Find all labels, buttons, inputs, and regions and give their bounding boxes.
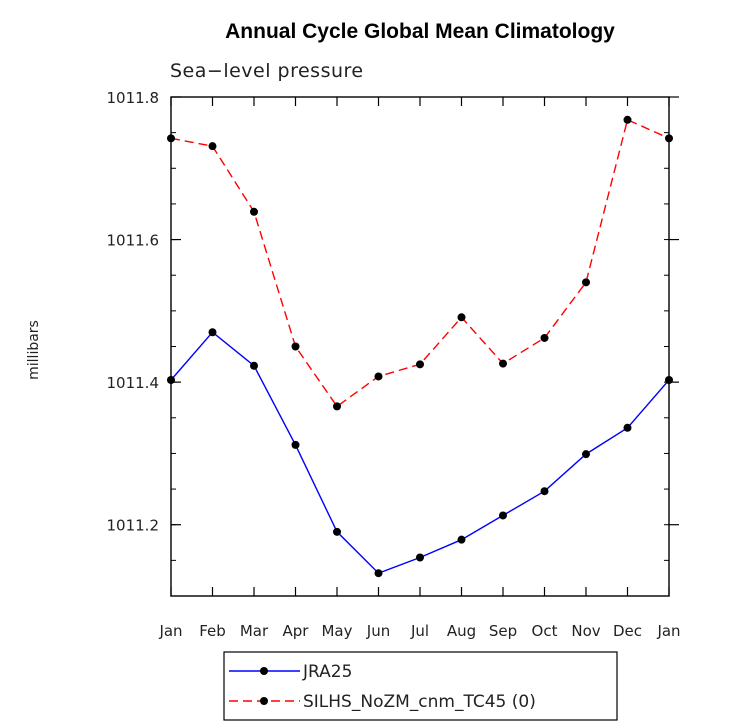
data-point	[167, 134, 175, 143]
data-point	[208, 142, 217, 151]
series-layer	[167, 115, 673, 578]
data-point	[250, 207, 258, 216]
data-point	[374, 372, 383, 381]
data-point	[665, 134, 673, 143]
legend-marker-jra25	[260, 667, 268, 675]
data-point	[333, 402, 341, 411]
data-point	[457, 313, 466, 322]
x-tick-label: Aug	[447, 622, 476, 640]
data-point	[167, 376, 175, 385]
y-tick-label: 1011.4	[107, 374, 160, 392]
legend-box	[223, 651, 618, 721]
y-tick-label: 1011.8	[107, 89, 160, 107]
data-point	[457, 535, 466, 544]
data-point	[499, 511, 507, 520]
data-point	[291, 440, 300, 449]
data-point	[540, 333, 549, 342]
series-line-0	[170, 331, 670, 575]
x-tick-label: Dec	[613, 622, 642, 640]
axes: Jan Feb Mar Apr May Jun Jul Aug Sep Oct Nov Dec Jan 1…	[107, 89, 681, 640]
data-point	[582, 450, 590, 459]
data-point	[499, 359, 507, 368]
y-axis-label: millibars	[26, 320, 42, 380]
x-tick-label: Jan	[656, 622, 680, 640]
chart-subtitle: Sea−level pressure	[170, 60, 364, 82]
legend-marker-silhs	[260, 697, 268, 705]
data-point	[208, 328, 217, 337]
legend-label-jra25: JRA25	[302, 662, 352, 682]
data-point	[623, 423, 632, 432]
x-tick-label: Jul	[410, 622, 429, 640]
chart-title: Annual Cycle Global Mean Climatology	[225, 20, 615, 43]
x-tick-label: Jun	[366, 622, 390, 640]
x-tick-label: Jan	[158, 622, 182, 640]
x-tick-label: Mar	[240, 622, 269, 640]
data-point	[623, 115, 632, 124]
data-point	[291, 342, 300, 351]
x-tick-label: Feb	[199, 622, 226, 640]
data-point	[416, 553, 424, 562]
legend-label-silhs: SILHS_NoZM_cnm_TC45 (0)	[303, 692, 536, 712]
data-point	[665, 376, 673, 385]
data-point	[374, 569, 383, 578]
y-tick-label: 1011.6	[107, 232, 160, 250]
legend: JRA25 SILHS_NoZM_cnm_TC45 (0)	[223, 651, 618, 721]
data-point	[582, 278, 590, 287]
data-point	[333, 527, 341, 536]
x-tick-label: Nov	[571, 622, 600, 640]
data-point	[416, 360, 424, 369]
y-tick-label: 1011.2	[107, 517, 160, 535]
x-tick-label: Oct	[532, 622, 558, 640]
x-tick-label: May	[321, 622, 352, 640]
plot-frame	[170, 96, 670, 597]
data-point	[540, 487, 549, 496]
data-point	[250, 361, 258, 370]
x-tick-label: Apr	[283, 622, 310, 640]
x-tick-label: Sep	[489, 622, 517, 640]
